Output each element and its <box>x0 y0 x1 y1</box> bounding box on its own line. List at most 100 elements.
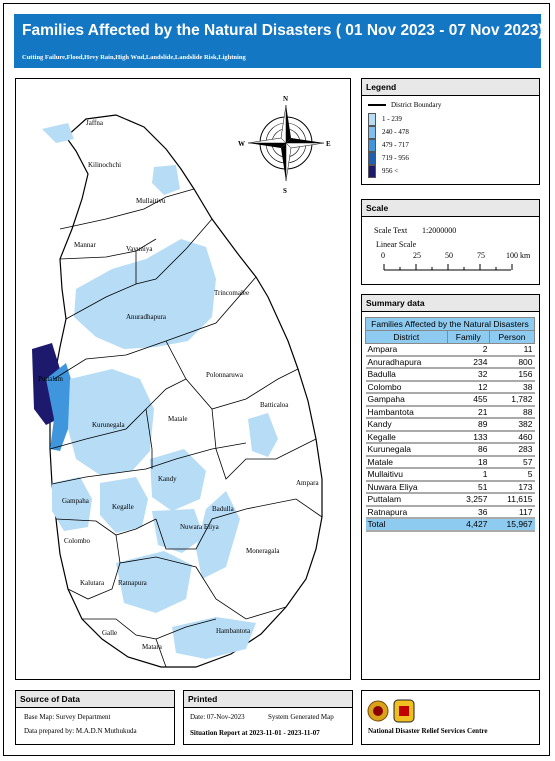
printed-title: Printed <box>184 691 352 708</box>
scale-panel: Scale Scale Text 1:2000000 Linear Scale … <box>361 199 540 285</box>
summary-district: Nuwara Eliya <box>365 480 448 494</box>
legend-class-row: 1 - 239 <box>368 113 402 126</box>
district-label-matara: Matara <box>142 643 163 651</box>
district-map: Jaffna Kilinochchi Mullaitivu Mannar Vavuniy… <box>32 95 331 668</box>
district-label-vavuniya: Vavuniya <box>126 245 153 253</box>
summary-row: Mullaitivu 1 5 <box>365 468 535 482</box>
ratnapura-affected <box>116 551 192 613</box>
summary-family: 234 <box>447 355 490 369</box>
summary-panel: Summary data Families Affected by the Na… <box>361 294 540 680</box>
summary-row: Nuwara Eliya 51 173 <box>365 480 535 494</box>
kandy-affected <box>150 449 206 511</box>
emblem-logos <box>367 699 415 723</box>
linear-scale-label: Linear Scale <box>376 240 417 249</box>
district-label-batticaloa: Batticaloa <box>260 401 289 409</box>
summary-family: 32 <box>447 368 490 382</box>
district-label-mannar: Mannar <box>74 241 96 249</box>
district-label-polonnaruwa: Polonnaruwa <box>206 371 244 379</box>
summary-family: 12 <box>447 380 490 394</box>
summary-row: Hambantota 21 88 <box>365 405 535 419</box>
col-person: Person <box>488 330 536 344</box>
summary-person: 283 <box>489 443 535 457</box>
summary-family: 21 <box>447 405 490 419</box>
printed-generated: System Generated Map <box>268 713 334 721</box>
summary-title: Summary data <box>362 295 539 312</box>
summary-row: Gampaha 455 1,782 <box>365 393 535 407</box>
legend-class-label: 956 < <box>382 167 399 176</box>
org-panel: National Disaster Relief Services Centre <box>361 690 540 745</box>
source-base-map: Base Map: Survey Department <box>24 713 111 721</box>
puttalam-edge-affected <box>46 363 74 451</box>
summary-district: Kurunegala <box>365 443 448 457</box>
col-district: District <box>365 330 448 344</box>
legend-class-label: 719 - 956 <box>382 154 409 163</box>
summary-person: 460 <box>489 430 535 444</box>
total-label: Total <box>365 518 448 532</box>
summary-row: Kegalle 133 460 <box>365 430 535 444</box>
map-title: Families Affected by the Natural Disaste… <box>22 22 544 39</box>
legend-class-label: 479 - 717 <box>382 141 409 150</box>
summary-family: 89 <box>447 418 490 432</box>
district-label-hambantota: Hambantota <box>216 627 251 635</box>
summary-family: 2 <box>447 343 490 357</box>
summary-person: 57 <box>489 455 535 469</box>
summary-family: 455 <box>447 393 490 407</box>
district-label-kalutara: Kalutara <box>80 579 105 587</box>
district-label-ratnapura: Ratnapura <box>118 579 148 587</box>
district-label-colombo: Colombo <box>64 537 91 545</box>
summary-person: 117 <box>489 505 535 519</box>
scale-text-label: Scale Text <box>374 226 408 235</box>
legend-boundary-row: District Boundary <box>368 99 441 112</box>
total-family: 4,427 <box>447 518 490 532</box>
scale-tick-label: 25 <box>413 251 421 260</box>
district-label-ampara: Ampara <box>296 479 319 487</box>
summary-family: 86 <box>447 443 490 457</box>
summary-row: Ampara 2 11 <box>365 343 535 357</box>
compass-rose: N S E W <box>238 95 331 195</box>
boundary-line-icon <box>368 104 386 107</box>
linear-scale-bar: 0 25 50 75 100 km <box>381 251 531 271</box>
legend-swatch <box>368 139 376 152</box>
summary-row: Ratnapura 36 117 <box>365 505 535 519</box>
summary-person: 800 <box>489 355 535 369</box>
legend-title: Legend <box>362 79 539 96</box>
summary-family: 18 <box>447 455 490 469</box>
summary-person: 38 <box>489 380 535 394</box>
summary-row: Matale 18 57 <box>365 455 535 469</box>
summary-district: Anuradhapura <box>365 355 448 369</box>
summary-district: Ratnapura <box>365 505 448 519</box>
summary-district: Gampaha <box>365 393 448 407</box>
summary-person: 1,782 <box>489 393 535 407</box>
printed-report: Situation Report at 2023-11-01 - 2023-11… <box>190 729 320 737</box>
compass-e: E <box>326 140 331 148</box>
total-row: Total 4,427 15,967 <box>365 518 535 532</box>
summary-district: Colombo <box>365 380 448 394</box>
source-panel: Source of Data Base Map: Survey Departme… <box>15 690 175 745</box>
summary-family: 133 <box>447 430 490 444</box>
kegalle-affected <box>100 477 148 533</box>
district-boundaries <box>49 188 323 668</box>
mullaitivu-affected <box>152 165 180 195</box>
district-label-kilinochchi: Kilinochchi <box>88 161 121 169</box>
summary-row: Colombo 12 38 <box>365 380 535 394</box>
legend-class-label: 1 - 239 <box>382 115 402 124</box>
hambantota-affected <box>172 617 256 659</box>
summary-family: 36 <box>447 505 490 519</box>
district-label-gampaha: Gampaha <box>62 497 90 505</box>
summary-family: 51 <box>447 480 490 494</box>
map-area[interactable]: Jaffna Kilinochchi Mullaitivu Mannar Vavuniy… <box>15 78 351 680</box>
printed-date: Date: 07-Nov-2023 <box>190 713 245 721</box>
compass-n: N <box>283 95 288 103</box>
summary-district: Kegalle <box>365 430 448 444</box>
district-label-kegalle: Kegalle <box>112 503 134 511</box>
col-family: Family <box>446 330 490 344</box>
district-label-trincomalee: Trincomalee <box>214 289 249 297</box>
summary-table: Families Affected by the Natural Disaste… <box>365 317 536 532</box>
summary-family: 1 <box>447 468 490 482</box>
summary-row: Anuradhapura 234 800 <box>365 355 535 369</box>
printed-panel: Printed Date: 07-Nov-2023 System Generat… <box>183 690 353 745</box>
source-prepared: Data prepared by: M.A.D.N Muthukuda <box>24 727 137 735</box>
summary-row: Puttalam 3,257 11,615 <box>365 493 535 507</box>
legend-swatch <box>368 126 376 139</box>
legend-swatch <box>368 152 376 165</box>
